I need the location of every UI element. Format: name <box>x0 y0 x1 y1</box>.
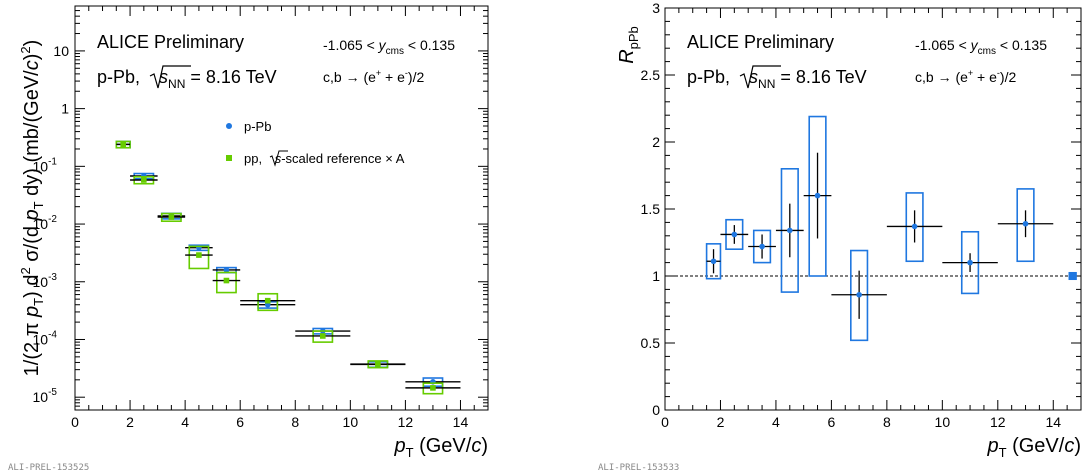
right-x-tick-label: 8 <box>883 414 891 430</box>
left-legend: p-Pb pp, s-scaled reference × A <box>226 119 405 167</box>
right-chart: 0 2 4 6 8 10 12 14 0 0.5 1 1.5 2 2.5 3 RpPb pT (GeV/c)… <box>598 0 1082 473</box>
right-x-tick-label: 10 <box>935 414 951 430</box>
right-x-tick-label: 6 <box>828 414 836 430</box>
right-point-rppb <box>759 243 765 250</box>
right-y-tick-label: 2 <box>652 134 660 150</box>
right-normalization-box <box>1068 271 1077 281</box>
left-point-pp <box>223 277 230 284</box>
left-x-tick-label: 10 <box>343 414 359 430</box>
left-x-tick-label: 6 <box>236 414 244 430</box>
right-sqrt-sign <box>739 65 781 89</box>
right-point-rppb <box>967 259 973 266</box>
left-point-pp <box>196 252 202 258</box>
left-process-label: c,b → (e+ + e-)/2 <box>323 68 424 85</box>
left-point-pp <box>264 297 271 304</box>
right-y-axis-title: RpPb <box>616 26 641 64</box>
left-chart: 0 2 4 6 8 10 12 14 10 1 10-1 10-2 10-3 10-4 10-5 1/(2 … <box>8 5 489 473</box>
left-y-tick-label: 10-2 <box>33 214 58 232</box>
right-x-axis-title: pT (GeV/c) <box>986 435 1081 460</box>
right-system-label: p-Pb, sNN = 8.16 TeV <box>687 67 867 91</box>
left-data-marks <box>115 140 461 395</box>
right-sys-box <box>1016 188 1035 263</box>
left-x-tick-label: 8 <box>291 414 299 430</box>
left-x-tick-label: 4 <box>181 414 189 430</box>
legend-label-ppb: p-Pb <box>244 119 271 134</box>
left-sys-box <box>257 292 279 312</box>
legend-marker-ppb <box>226 123 232 129</box>
right-point-rppb <box>1022 220 1029 227</box>
left-point-pp <box>168 214 175 220</box>
right-sys-box <box>850 249 869 342</box>
right-data-marks <box>665 115 1081 342</box>
right-sys-box <box>905 192 924 263</box>
right-x-tick-label: 14 <box>1045 414 1061 430</box>
right-experiment-label: ALICE Preliminary <box>687 32 834 52</box>
right-rapidity-label: -1.065 < ycms < 0.135 <box>915 37 1047 57</box>
left-sqrt-sign <box>149 65 191 89</box>
left-x-tick-label: 14 <box>453 414 469 430</box>
left-sys-box <box>188 245 210 270</box>
left-y-tick-label: 10-3 <box>33 272 58 290</box>
left-x-tick-label: 2 <box>126 414 134 430</box>
left-y-axis-title: 1/(2 π pT) d2 σ/(d pT dy) (mb/(GeV/c)2) <box>18 40 46 377</box>
left-y-tick-label: 1 <box>61 101 69 117</box>
left-y-tick-label: 10-5 <box>33 387 58 405</box>
left-rapidity-label: -1.065 < ycms < 0.135 <box>323 37 455 57</box>
left-point-pp <box>430 385 436 391</box>
right-point-rppb <box>787 227 793 234</box>
right-y-tick-label: 0 <box>652 402 660 418</box>
right-y-tick-label: 3 <box>652 0 660 16</box>
left-footer-id: ALI-PREL-153525 <box>8 463 89 473</box>
right-point-rppb <box>731 231 738 238</box>
legend-marker-pp <box>226 155 232 161</box>
left-sys-box <box>215 271 237 294</box>
left-y-tick-label: 10-1 <box>33 156 58 174</box>
right-x-tick-label: 0 <box>661 414 669 430</box>
left-point-pp <box>375 361 381 367</box>
left-point-pp <box>141 177 147 183</box>
right-x-tick-label: 12 <box>990 414 1006 430</box>
right-point-rppb <box>814 192 821 199</box>
right-x-tick-label: 4 <box>772 414 780 430</box>
left-y-tick-label: 10-4 <box>33 329 58 347</box>
left-experiment-label: ALICE Preliminary <box>97 32 244 52</box>
legend-sqrt-sign <box>269 150 288 167</box>
legend-label-pp: pp, s-scaled reference × A <box>244 151 405 166</box>
right-sys-box <box>808 115 827 277</box>
left-point-pp <box>320 333 326 339</box>
right-point-rppb <box>911 223 918 230</box>
left-system-label: p-Pb, sNN = 8.16 TeV <box>97 67 277 91</box>
right-axis-ticks: 0 2 4 6 8 10 12 14 0 0.5 1 1.5 2 2.5 3 <box>641 0 1082 430</box>
left-point-pp <box>120 141 126 148</box>
right-point-rppb <box>710 258 717 265</box>
right-y-tick-label: 1.5 <box>641 201 661 217</box>
left-y-tick-label: 10 <box>53 43 69 59</box>
right-y-tick-label: 2.5 <box>641 67 661 83</box>
right-x-tick-label: 2 <box>717 414 725 430</box>
right-process-label: c,b → (e+ + e-)/2 <box>915 68 1016 85</box>
right-point-rppb <box>856 291 862 298</box>
left-x-tick-label: 12 <box>398 414 414 430</box>
left-point-ppb <box>223 267 230 273</box>
right-y-tick-label: 0.5 <box>641 335 661 351</box>
right-y-tick-label: 1 <box>652 268 660 284</box>
left-x-axis-title: pT (GeV/c) <box>393 435 488 460</box>
left-x-tick-label: 0 <box>71 414 79 430</box>
right-footer-id: ALI-PREL-153533 <box>598 463 679 473</box>
left-axis-ticks: 0 2 4 6 8 10 12 14 10 1 10-1 10-2 10-3 10-4 10-5 <box>33 5 489 430</box>
